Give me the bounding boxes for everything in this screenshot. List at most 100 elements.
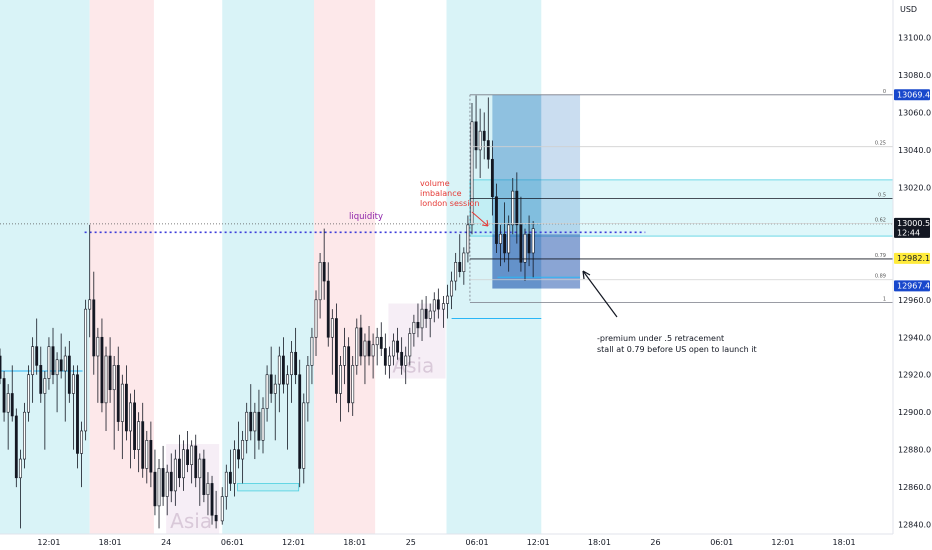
candle-body xyxy=(10,393,14,417)
candle-body xyxy=(96,336,100,357)
price-tick-label: 13060.0 xyxy=(898,108,931,117)
candle-body xyxy=(141,421,145,469)
price-badges: 13069.4 13000.512:44 12982.1 12967.4 xyxy=(894,89,930,292)
candle-body xyxy=(367,340,371,357)
candle-body xyxy=(290,351,293,376)
session-backgrounds xyxy=(0,0,542,534)
candle-body xyxy=(387,355,391,366)
time-tick-label: 26 xyxy=(650,538,660,547)
candle-body xyxy=(359,327,363,357)
liquidity-label: liquidity xyxy=(349,212,383,222)
time-tick-label: 06:01 xyxy=(221,538,244,547)
candle-body xyxy=(108,355,112,391)
axes: USD xyxy=(0,0,917,535)
candle-body xyxy=(137,421,141,450)
price-badge xyxy=(894,252,930,264)
candle-body xyxy=(194,445,198,479)
price-tick-label: 13020.0 xyxy=(898,183,931,192)
candle-body xyxy=(6,393,10,413)
candle-body xyxy=(214,514,218,522)
price-tick-label: 12920.0 xyxy=(898,371,931,380)
candle-body xyxy=(519,224,523,263)
fib-level-label: 0.79 xyxy=(875,253,886,259)
price-axis-ticks: 12840.0 12860.0 12880.0 12900.0 12920.0 12940… xyxy=(898,33,931,529)
candle-body xyxy=(157,468,161,507)
candle-body xyxy=(228,471,232,484)
price-badge-value: 13000.5 xyxy=(897,219,930,228)
candle-body xyxy=(404,355,408,366)
candle-body xyxy=(186,449,189,465)
candle-body xyxy=(412,321,416,334)
candle-body xyxy=(355,327,359,366)
candle-body xyxy=(173,458,177,492)
candle-body xyxy=(450,280,454,297)
note-line-2: stall at 0.79 before US open to launch i… xyxy=(597,345,757,354)
candle-body xyxy=(59,359,63,372)
candle-body xyxy=(302,402,306,469)
price-badge-value: 12967.4 xyxy=(897,281,930,290)
candle-body xyxy=(273,383,277,394)
candle-body xyxy=(339,365,342,394)
candle-body xyxy=(190,445,194,465)
imbalance-arrow xyxy=(471,211,489,227)
candle-body xyxy=(43,378,47,394)
fib-retracement[interactable]: 0 0.25 0.5 0.62 0.79 0.89 1 xyxy=(469,89,893,304)
fib-level-label: 0.62 xyxy=(875,218,886,224)
time-tick-label: 12:01 xyxy=(771,538,794,547)
candle-body xyxy=(18,458,22,479)
candle-body xyxy=(436,299,440,310)
price-badge-countdown: 12:44 xyxy=(897,228,920,237)
candle-body xyxy=(253,411,257,432)
time-tick-label: 18:01 xyxy=(588,538,611,547)
candle-body xyxy=(233,449,236,484)
candle-body xyxy=(245,411,249,441)
candle-body xyxy=(286,374,289,385)
candle-body xyxy=(177,458,181,479)
candle-body xyxy=(428,310,432,319)
candle-body xyxy=(133,402,136,450)
candle-body xyxy=(39,365,43,394)
candle-body xyxy=(35,346,39,366)
candle-body xyxy=(0,355,2,379)
candle-body xyxy=(424,308,428,319)
time-tick-label: 12:01 xyxy=(37,538,60,547)
candle-body xyxy=(55,359,59,376)
candle-body xyxy=(149,440,153,473)
candle-body xyxy=(169,471,173,492)
price-tick-label: 12900.0 xyxy=(898,408,931,417)
candle-body xyxy=(474,121,478,151)
candle-body xyxy=(416,321,420,329)
price-badge-value: 12982.1 xyxy=(897,254,930,263)
time-tick-label: 12:01 xyxy=(527,538,550,547)
time-tick-label: 12:01 xyxy=(282,538,305,547)
price-tick-label: 12960.0 xyxy=(898,296,931,305)
candle-body xyxy=(265,374,269,409)
price-tick-label: 12860.0 xyxy=(898,483,931,492)
price-badge-value: 13069.4 xyxy=(897,90,930,99)
candle-body xyxy=(486,140,490,160)
candle-body xyxy=(2,378,6,413)
candle-body xyxy=(100,336,104,404)
candle-body xyxy=(446,295,449,304)
session-band-us xyxy=(0,0,90,534)
candle-body xyxy=(298,374,302,469)
candle-body xyxy=(88,299,92,310)
candle-body xyxy=(165,471,169,497)
candle-body xyxy=(80,430,83,454)
candle-body xyxy=(277,355,281,385)
candle-body xyxy=(120,383,124,422)
candle-body xyxy=(458,262,462,272)
price-tick-label: 12940.0 xyxy=(898,333,931,342)
candle-body xyxy=(318,262,322,301)
candle-body xyxy=(224,471,228,497)
candle-body xyxy=(249,411,253,432)
candle-body xyxy=(67,355,71,394)
fib-level-label: 0.5 xyxy=(878,193,886,199)
candle-body xyxy=(408,333,412,357)
time-tick-label: 25 xyxy=(406,538,416,547)
candle-body xyxy=(347,346,351,404)
candle-body xyxy=(462,252,466,272)
candle-body xyxy=(202,458,206,495)
asia-label: Asia xyxy=(392,353,434,377)
